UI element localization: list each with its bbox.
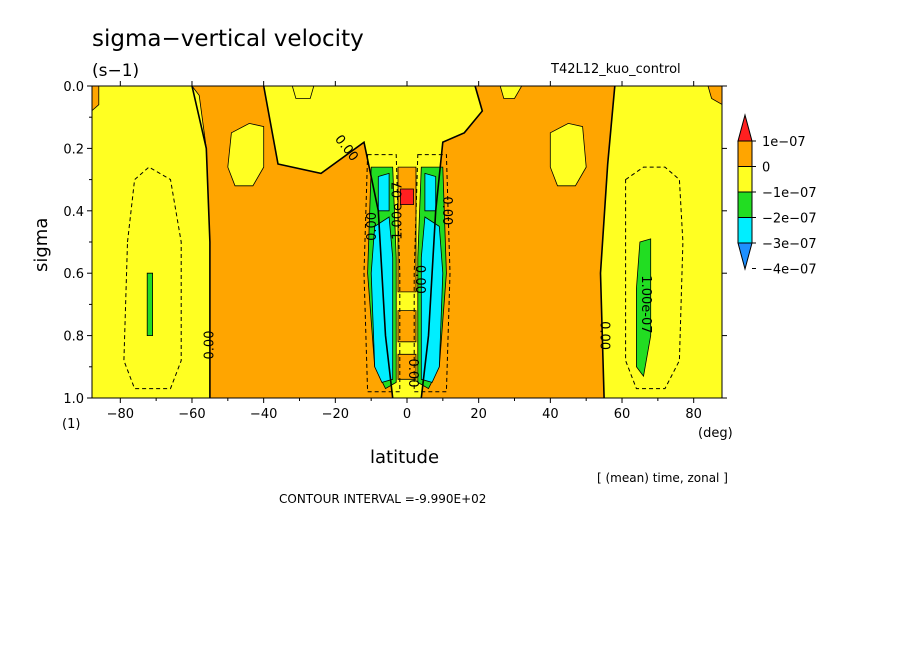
averaging-note: [ (mean) time, zonal ] <box>597 471 728 485</box>
x-tick-label: −20 <box>322 407 349 422</box>
y-tick-label: 0.4 <box>63 205 84 220</box>
y-tick-label: 0.8 <box>63 330 84 345</box>
x-tick-label: −60 <box>178 407 205 422</box>
contour-label-8: 0.00 <box>412 265 427 294</box>
contour-line-4 <box>123 166 182 390</box>
colorbar-swatch <box>737 166 753 193</box>
contour-line-2 <box>262 86 394 398</box>
colorbar-label: −2e−07 <box>762 212 817 227</box>
region-13 <box>636 238 652 378</box>
region-5 <box>397 310 417 343</box>
region-10 <box>499 86 523 99</box>
region-9 <box>291 86 315 99</box>
region-17 <box>377 172 390 212</box>
y-tick-label: 0.2 <box>63 142 84 157</box>
colorbar-bottom-arrow <box>737 242 753 271</box>
contour-label-6: 1.00e-07 <box>638 275 653 333</box>
colorbar-top-arrow <box>737 113 753 142</box>
contour-line-0 <box>191 86 211 398</box>
plot-area: 0.00 0.00 0.00 0.00 0.00 0.00 1.00e-07 1.00e-07… <box>91 85 723 399</box>
chart-title: sigma−vertical velocity <box>92 26 364 52</box>
contour-line-6 <box>363 154 401 393</box>
region-8 <box>549 122 587 187</box>
x-tick-label: 60 <box>614 407 631 422</box>
region-15 <box>370 216 394 383</box>
x-tick-label: 40 <box>542 407 559 422</box>
colorbar-label: 1e−07 <box>762 135 806 150</box>
colorbar: 1e−07 0 −1e−07 −2e−07 −3e−07 −4e−07 <box>737 113 817 278</box>
contour-line-7 <box>413 154 451 393</box>
y-axis-unit: (1) <box>62 417 80 432</box>
region-19 <box>400 188 414 206</box>
region-14 <box>146 272 154 337</box>
y-axis: 0.0 0.2 0.4 0.6 0.8 1.0 <box>63 80 727 407</box>
colorbar-label: 0 <box>762 161 770 176</box>
region-16 <box>420 216 444 383</box>
contour-line-3 <box>420 86 484 398</box>
x-tick-label: 0 <box>403 407 411 422</box>
chart-units: (s−1) <box>92 61 139 81</box>
contour-line-5 <box>625 166 684 390</box>
contour-label-4: 0.00 <box>405 359 420 388</box>
contour-label-7: 1.00e-07 <box>391 182 406 240</box>
colorbar-swatch <box>737 140 753 167</box>
colorbar-swatch <box>737 217 753 244</box>
x-tick-label: −40 <box>250 407 277 422</box>
region-7 <box>227 122 265 187</box>
contour-label-5: 0.00 <box>365 212 380 241</box>
colorbar-label: −3e−07 <box>762 237 817 252</box>
region-18 <box>424 172 437 212</box>
y-axis-label: sigma <box>31 218 52 272</box>
colorbar-label: −4e−07 <box>762 263 817 278</box>
x-tick-label: 20 <box>470 407 487 422</box>
run-name: T42L12_kuo_control <box>550 62 681 77</box>
shaded-regions <box>92 86 722 398</box>
x-tick-label: −80 <box>107 407 134 422</box>
colorbar-label: −1e−07 <box>762 186 817 201</box>
contour-line-1 <box>599 86 616 398</box>
contour-label-3: 0.00 <box>439 196 454 225</box>
y-tick-label: 0.0 <box>63 80 84 95</box>
y-tick-label: 1.0 <box>63 392 84 407</box>
contour-lines <box>123 86 684 398</box>
contour-label-1: 0.00 <box>597 321 612 350</box>
contour-label-0: 0.00 <box>202 331 217 360</box>
contour-interval: CONTOUR INTERVAL =-9.990E+02 <box>279 492 486 506</box>
x-axis-label: latitude <box>370 447 439 468</box>
region-2 <box>92 86 100 112</box>
x-axis-unit: (deg) <box>698 426 733 441</box>
region-3 <box>707 86 722 105</box>
x-tick-label: 80 <box>685 407 702 422</box>
x-axis: −80 −60 −40 −20 0 20 40 60 80 <box>107 81 702 422</box>
colorbar-swatch <box>737 191 753 218</box>
y-tick-label: 0.6 <box>63 267 84 282</box>
region-6 <box>397 353 417 380</box>
